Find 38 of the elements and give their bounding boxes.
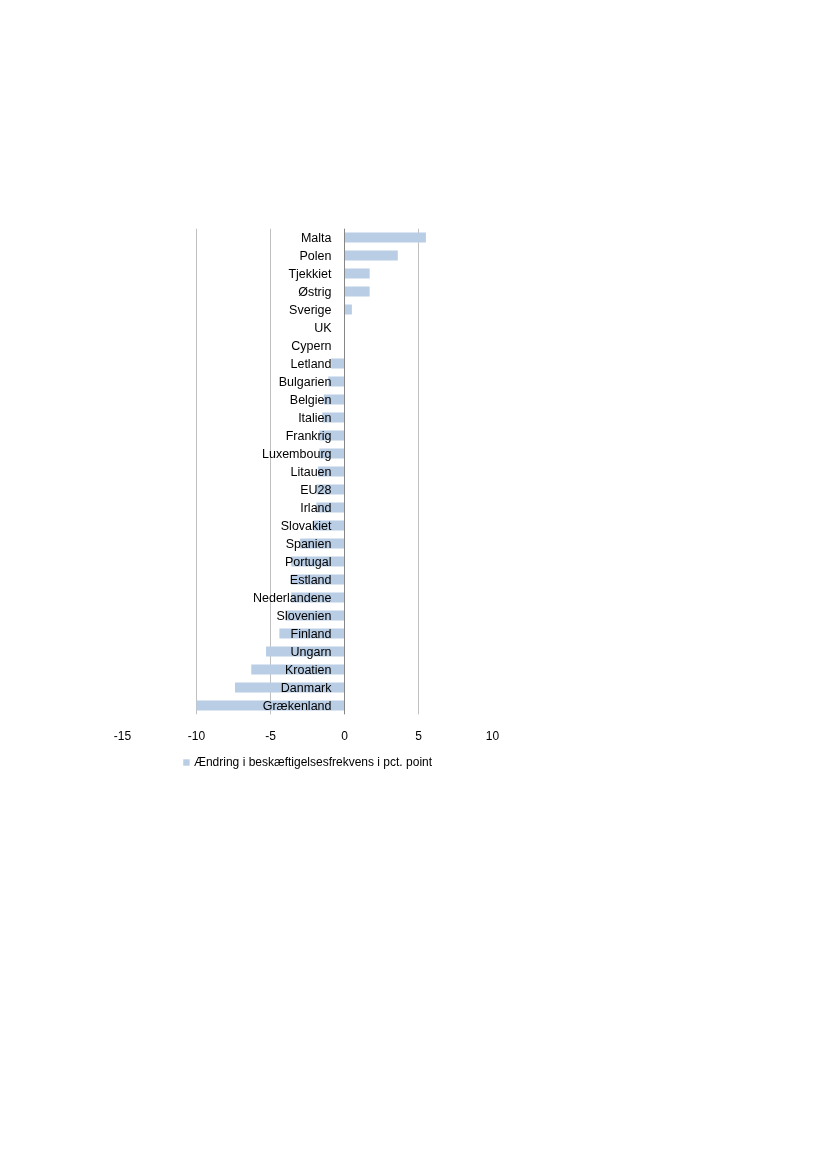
y-tick-label: Østrig [298, 284, 332, 299]
y-tick-label: Italien [298, 410, 332, 425]
y-tick-label: Bulgarien [278, 374, 332, 389]
y-tick-label: Ungarn [290, 644, 332, 659]
y-tick-label: Cypern [291, 338, 332, 353]
y-tick-label: Frankrig [285, 428, 332, 443]
bar [344, 286, 370, 297]
y-tick-label: Tjekkiet [288, 266, 333, 281]
x-tick-label: 5 [415, 728, 423, 743]
y-tick-label: Nederlandene [252, 590, 332, 605]
y-tick-label: Slovakiet [280, 518, 333, 533]
x-tick-label: -15 [113, 728, 132, 743]
x-tick-label: -10 [187, 728, 206, 743]
y-tick-label: Finland [290, 626, 332, 641]
y-tick-label: EU28 [300, 482, 332, 497]
y-tick-label: Polen [299, 248, 332, 263]
bar [344, 250, 398, 261]
x-tick-label: -5 [265, 728, 277, 743]
y-tick-label: Slovenien [276, 608, 332, 623]
y-tick-label: Grækenland [262, 698, 332, 713]
y-tick-label: Malta [300, 230, 332, 245]
y-tick-label: Estland [289, 572, 332, 587]
y-tick-label: Litauen [290, 464, 332, 479]
y-tick-label: Portugal [284, 554, 332, 569]
legend-label: Ændring i beskæftigelsesfrekvens i pct. point [193, 755, 433, 769]
y-tick-label: UK [314, 320, 333, 335]
y-tick-label: Kroatien [284, 662, 332, 677]
y-tick-label: Sverige [289, 302, 332, 317]
bar [344, 232, 426, 243]
y-tick-label: Letland [290, 356, 332, 371]
bar [344, 268, 370, 279]
y-tick-label: Spanien [285, 536, 332, 551]
y-tick-label: Luxembourg [262, 446, 332, 461]
x-tick-label: 10 [485, 728, 500, 743]
y-tick-label: Belgien [289, 392, 332, 407]
y-tick-label: Danmark [280, 680, 333, 695]
y-tick-label: Irland [300, 500, 332, 515]
x-tick-label: 0 [341, 728, 349, 743]
